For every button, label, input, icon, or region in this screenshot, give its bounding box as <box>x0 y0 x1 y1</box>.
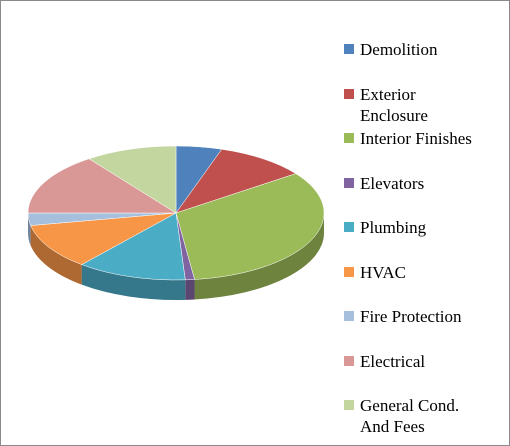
slice <box>88 145 177 214</box>
legend-label: Interior Finishes <box>360 129 472 148</box>
slice-side <box>28 213 31 246</box>
slice <box>81 212 186 281</box>
legend-item: Elevators <box>344 173 480 194</box>
legend-item: Electrical <box>344 351 480 372</box>
legend-swatch <box>344 88 354 99</box>
legend-label: Demolition <box>360 40 438 59</box>
legend-item: Fire Protection <box>344 306 480 327</box>
legend-label: General Cond. And Fees <box>360 396 460 436</box>
legend-item: Plumbing <box>344 217 480 238</box>
legend-swatch <box>344 355 354 366</box>
legend-label: Electrical <box>360 351 426 371</box>
slice <box>175 149 297 214</box>
legend-item: HVAC <box>344 262 480 283</box>
slice-side <box>81 264 186 300</box>
legend-swatch <box>344 133 354 143</box>
legend-swatch <box>344 266 354 277</box>
legend-swatch <box>344 311 354 321</box>
legend-swatch <box>344 222 354 232</box>
legend-swatch <box>344 400 354 410</box>
legend-label: HVAC <box>360 262 406 282</box>
slice-side <box>194 213 324 300</box>
legend-swatch <box>344 44 354 54</box>
slice <box>175 173 325 280</box>
legend-swatch <box>344 177 354 188</box>
legend-label: Exterior Enclosure <box>360 84 428 125</box>
legend-item: Exterior Enclosure <box>344 84 480 126</box>
slice <box>30 212 177 265</box>
legend-label: Elevators <box>360 173 425 193</box>
legend-label: Plumbing <box>360 218 427 237</box>
legend-item: Demolition <box>344 39 480 60</box>
slice-side <box>185 279 195 300</box>
slice <box>27 158 177 214</box>
legend-item: General Cond. And Fees <box>344 395 480 437</box>
legend-label: Fire Protection <box>360 307 462 326</box>
legend-item: Interior Finishes <box>344 128 480 149</box>
slice-side <box>30 225 82 285</box>
